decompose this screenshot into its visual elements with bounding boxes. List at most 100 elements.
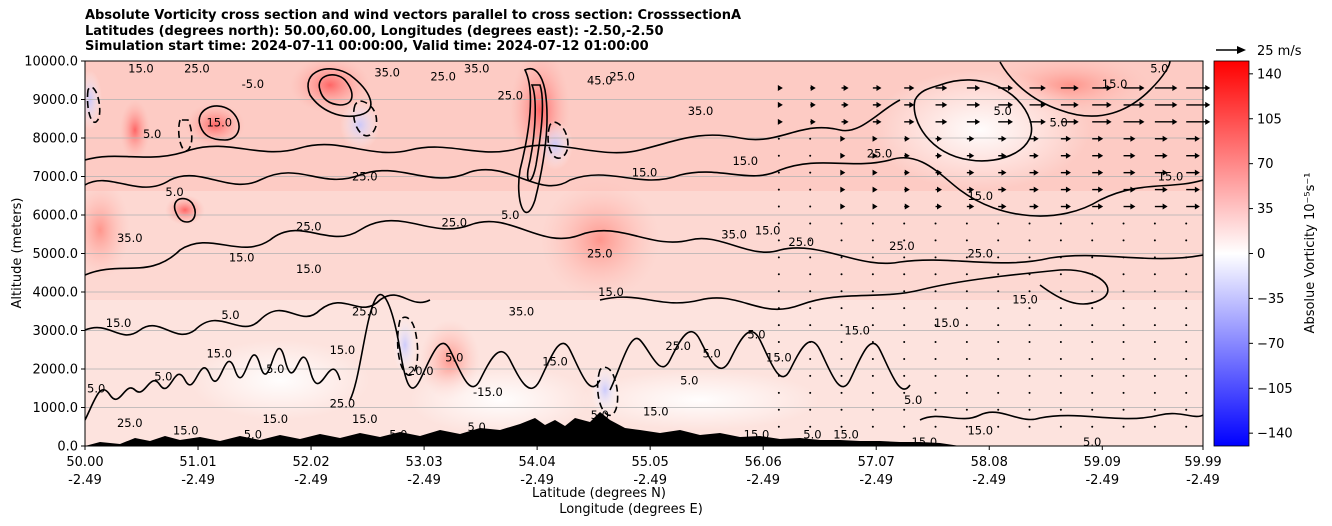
wind-vector-arrow [1091,239,1094,242]
contour-label: 5.0 [747,327,765,341]
wind-vector-arrow [997,307,1000,310]
wind-vector-arrow [777,101,783,108]
contour-label: 5.0 [266,362,284,376]
wind-vector-arrow [1091,357,1094,360]
contour-label: 25.0 [665,339,691,353]
contour-label: 15.0 [632,166,658,180]
wind-vector-arrow [1154,135,1168,142]
wind-vector-arrow [1091,408,1094,411]
wind-vector-arrow [997,324,1000,327]
negative-contour-line [547,121,569,159]
wind-vector-arrow [965,425,968,428]
y-tick-label: 7000.0 [33,170,79,185]
wind-vector-arrow [840,273,843,276]
wind-vector-arrow [935,118,948,125]
wind-vector-arrow [1153,324,1156,327]
wind-vector-arrow [1185,374,1188,377]
wind-vector-arrow [966,152,975,159]
wind-vector-arrow [1028,222,1031,225]
wind-vector-arrow [934,324,937,327]
contour-label: 25.0 [430,69,456,83]
y-tick-label: 5000.0 [33,247,79,262]
contour-line [173,197,196,223]
colorbar-tick-label: −70 [1257,337,1284,352]
contour-label: 5.0 [165,185,183,199]
title-line-2: Latitudes (degrees north): 50.00,60.00, … [85,23,664,39]
contour-label: 15.0 [1012,293,1038,307]
contour-label: -15.0 [473,385,503,399]
wind-vector-arrow [1123,186,1136,193]
title-line-3: Simulation start time: 2024-07-11 00:00:… [85,39,649,54]
x-tick-label-lat: 50.00 [66,455,103,470]
wind-vector-arrow [903,341,906,344]
wind-vector-arrow [809,273,812,276]
contour-label: 35.0 [509,304,535,318]
wind-vector-arrow [809,425,812,428]
contour-label: 15.0 [128,62,154,76]
wind-vector-arrow [1123,152,1136,159]
contour-line [919,411,1203,421]
contour-label: 5.0 [244,427,262,441]
wind-vector-arrow [935,84,948,91]
wind-vector-arrow [809,154,812,157]
contour-label: 5.0 [445,350,463,364]
wind-vector-arrow [1185,273,1188,276]
wind-vector-arrow [809,222,812,225]
y-tick-label: 6000.0 [33,209,79,224]
wind-vector-arrow [809,188,812,191]
contour-line [599,269,1109,311]
wind-vector-arrow [841,118,849,125]
contour-label: 15.0 [352,412,378,426]
wind-vector-arrow [935,169,943,176]
wind-vector-arrow [965,290,968,293]
wind-vector-arrow [997,341,1000,344]
wind-vector-arrow [777,408,780,411]
wind-vector-arrow [966,135,975,142]
wind-vector-arrow [998,84,1013,91]
wind-vector-arrow [871,408,874,411]
wind-vector-arrow [966,101,981,108]
x-tick-label-lon: -2.49 [1186,473,1220,488]
colorbar: 140 105 70 35 0 −35 −70 −105 −140 Absolue Vortic… [1213,60,1318,447]
contour-label: 5.0 [904,393,922,407]
contour-label: 5.0 [1083,435,1101,449]
wind-vector-arrow [1186,152,1200,159]
wind-vector-arrow [809,374,812,377]
wind-vector-arrow [965,374,968,377]
wind-vector-arrow [1059,408,1062,411]
wind-vector-arrow [840,391,843,394]
contour-label: 15.0 [206,116,232,130]
contour-label: 15.0 [598,285,624,299]
wind-vector-arrow [1153,391,1156,394]
wind-vector-arrow [934,391,937,394]
wind-vector-arrow [810,101,816,108]
wind-vector-arrow [809,137,812,140]
wind-vector-arrow [809,239,812,242]
wind-vector-arrow [1028,256,1031,259]
wind-vector-arrow [997,222,1000,225]
wind-vector-arrow [965,341,968,344]
wind-vector-arrow [840,357,843,360]
wind-vector-arrow [903,425,906,428]
terrain [85,412,960,446]
contour-label: 5.0 [154,370,172,384]
wind-vector-arrow [809,205,812,208]
wind-vector-arrow [1185,222,1188,225]
contour-label: 15.0 [833,427,859,441]
wind-vector-arrow [1028,324,1031,327]
wind-vector-arrow [777,188,780,191]
wind-vector-arrow [965,391,968,394]
wind-vector-arrow [1154,152,1168,159]
wind-vector-arrow [840,324,843,327]
wind-vector-arrow [934,408,937,411]
wind-vector-arrow [934,357,937,360]
wind-vector-arrow [1185,391,1188,394]
contour-label: 15.0 [296,262,322,276]
contour-label: 15.0 [1102,77,1128,91]
wind-vector-arrow [1028,425,1031,428]
wind-vector-arrow [965,239,968,242]
wind-vector-arrow [998,152,1007,159]
wind-vector-arrow [1122,357,1125,360]
wind-vector-arrow [1153,425,1156,428]
